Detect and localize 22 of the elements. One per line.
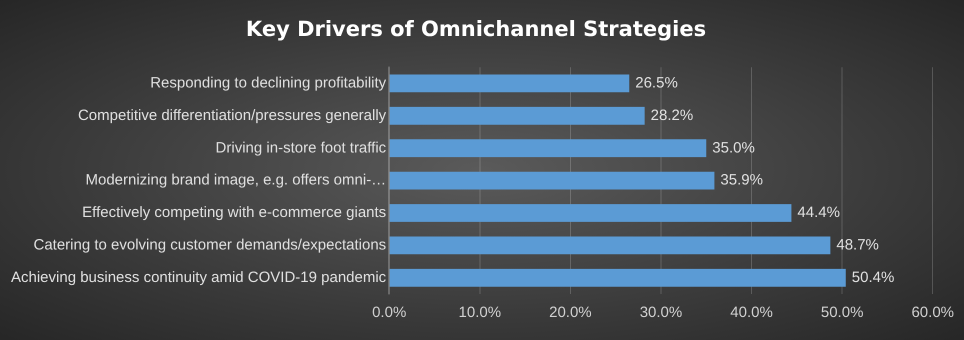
y-tick-label: Driving in-store foot traffic	[216, 139, 387, 156]
data-label: 28.2%	[650, 106, 694, 124]
y-tick-label: Catering to evolving customer demands/expectations	[33, 236, 386, 254]
y-tick-label: Effectively competing with e-commerce giants	[82, 204, 386, 222]
data-label: 35.9%	[720, 172, 763, 189]
data-label: 48.7%	[836, 236, 879, 254]
data-label: 35.0%	[712, 139, 755, 156]
data-label: 26.5%	[635, 74, 678, 92]
data-label: 50.4%	[852, 268, 894, 286]
y-tick-label: Achieving business continuity amid COVID-19 pandemic	[10, 268, 387, 286]
x-tick-label: 10.0%	[458, 304, 502, 322]
y-tick-label: Competitive differentiation/pressures generally	[78, 106, 387, 124]
x-tick-label: 0.0%	[372, 304, 406, 322]
x-tick-label: 20.0%	[549, 304, 592, 322]
x-tick-label: 30.0%	[640, 304, 682, 322]
chart-title: Key Drivers of Omnichannel Strategies	[246, 17, 706, 42]
x-tick-label: 50.0%	[820, 304, 864, 322]
y-tick-label: Responding to declining profitability	[150, 74, 387, 92]
x-tick-label: 60.0%	[911, 304, 954, 322]
y-tick-label: Modernizing brand image, e.g. offers omni-…	[85, 172, 386, 189]
data-label: 44.4%	[797, 204, 840, 222]
x-tick-label: 40.0%	[730, 304, 773, 322]
